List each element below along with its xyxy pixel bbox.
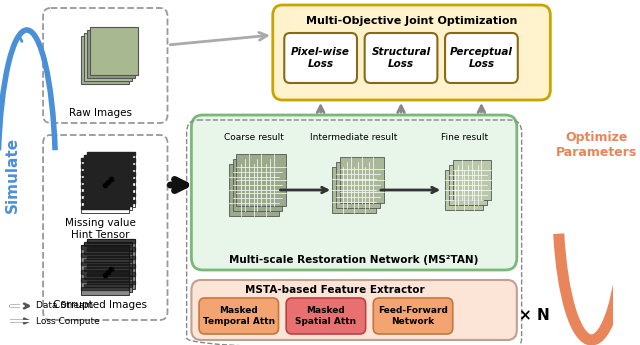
Text: Multi-scale Restoration Network (MS²TAN): Multi-scale Restoration Network (MS²TAN) xyxy=(230,255,479,265)
FancyBboxPatch shape xyxy=(445,33,518,83)
Bar xyxy=(87,151,135,155)
Text: Multi-Objective Joint Optimization: Multi-Objective Joint Optimization xyxy=(306,16,517,26)
Bar xyxy=(81,158,129,161)
Bar xyxy=(81,278,129,282)
Bar xyxy=(87,186,135,189)
Bar xyxy=(81,287,129,290)
Text: Missing value
Hint Tensor: Missing value Hint Tensor xyxy=(65,218,136,239)
Bar xyxy=(84,189,132,192)
FancyBboxPatch shape xyxy=(43,8,168,123)
Text: Masked
Spatial Attn: Masked Spatial Attn xyxy=(295,306,356,326)
Bar xyxy=(81,270,129,274)
FancyBboxPatch shape xyxy=(84,155,132,209)
Text: Structural
Loss: Structural Loss xyxy=(371,47,431,69)
FancyBboxPatch shape xyxy=(232,159,282,211)
Text: Loss Compute: Loss Compute xyxy=(36,316,100,325)
Text: Feed-Forward
Network: Feed-Forward Network xyxy=(378,306,448,326)
FancyBboxPatch shape xyxy=(87,30,135,78)
FancyBboxPatch shape xyxy=(81,245,129,295)
FancyBboxPatch shape xyxy=(81,36,129,84)
Bar xyxy=(81,206,129,209)
Bar xyxy=(87,179,135,183)
Bar xyxy=(84,196,132,199)
Bar xyxy=(84,259,132,263)
Bar xyxy=(87,158,135,162)
Bar xyxy=(81,164,129,168)
Bar xyxy=(81,178,129,181)
FancyBboxPatch shape xyxy=(273,5,550,100)
FancyBboxPatch shape xyxy=(191,115,517,270)
Text: Coarse result: Coarse result xyxy=(224,133,284,142)
FancyBboxPatch shape xyxy=(191,280,517,340)
FancyBboxPatch shape xyxy=(236,154,286,206)
FancyBboxPatch shape xyxy=(449,165,487,205)
Bar xyxy=(87,172,135,176)
FancyBboxPatch shape xyxy=(284,33,357,83)
FancyBboxPatch shape xyxy=(81,158,129,213)
Bar xyxy=(84,242,132,246)
Bar xyxy=(84,161,132,165)
Text: MSTA-based Feature Extractor: MSTA-based Feature Extractor xyxy=(245,285,425,295)
Bar xyxy=(87,193,135,196)
Text: × N: × N xyxy=(518,307,550,323)
Bar xyxy=(87,281,135,284)
FancyBboxPatch shape xyxy=(43,135,168,320)
FancyBboxPatch shape xyxy=(84,242,132,292)
FancyBboxPatch shape xyxy=(228,164,278,216)
Bar xyxy=(87,239,135,243)
Bar xyxy=(84,250,132,254)
Bar xyxy=(84,284,132,287)
Bar xyxy=(81,245,129,249)
Bar xyxy=(84,155,132,158)
Text: Masked
Temporal Attn: Masked Temporal Attn xyxy=(203,306,275,326)
Text: Perceptual
Loss: Perceptual Loss xyxy=(450,47,513,69)
Bar xyxy=(84,203,132,206)
Text: Corrupted Images: Corrupted Images xyxy=(54,300,147,310)
FancyBboxPatch shape xyxy=(87,239,135,289)
Text: Raw Images: Raw Images xyxy=(69,108,132,118)
FancyBboxPatch shape xyxy=(332,167,376,213)
Bar xyxy=(87,165,135,169)
FancyBboxPatch shape xyxy=(445,170,483,210)
Bar xyxy=(81,171,129,175)
FancyBboxPatch shape xyxy=(365,33,437,83)
Bar xyxy=(87,247,135,251)
Bar xyxy=(87,264,135,268)
FancyBboxPatch shape xyxy=(286,298,365,334)
Text: Pixel-wise
Loss: Pixel-wise Loss xyxy=(291,47,350,69)
Bar xyxy=(81,185,129,188)
FancyBboxPatch shape xyxy=(87,151,135,207)
Bar xyxy=(81,192,129,195)
Bar xyxy=(84,267,132,271)
Bar xyxy=(84,275,132,279)
Text: Data Stream: Data Stream xyxy=(36,302,93,310)
FancyBboxPatch shape xyxy=(452,160,491,200)
Bar xyxy=(81,253,129,257)
FancyBboxPatch shape xyxy=(90,27,138,75)
Bar xyxy=(81,199,129,202)
Bar xyxy=(84,168,132,172)
FancyBboxPatch shape xyxy=(84,33,132,81)
Text: Fine result: Fine result xyxy=(440,133,488,142)
Text: Simulate: Simulate xyxy=(5,137,20,213)
Text: Intermediate result: Intermediate result xyxy=(310,133,398,142)
Bar xyxy=(84,175,132,179)
FancyBboxPatch shape xyxy=(199,298,278,334)
Text: Optimize
Parameters: Optimize Parameters xyxy=(556,131,637,159)
FancyBboxPatch shape xyxy=(336,162,380,208)
Bar xyxy=(87,272,135,276)
Bar xyxy=(87,200,135,203)
Bar xyxy=(81,262,129,265)
Bar xyxy=(84,182,132,186)
Bar xyxy=(87,256,135,259)
FancyBboxPatch shape xyxy=(373,298,452,334)
FancyBboxPatch shape xyxy=(340,157,384,203)
